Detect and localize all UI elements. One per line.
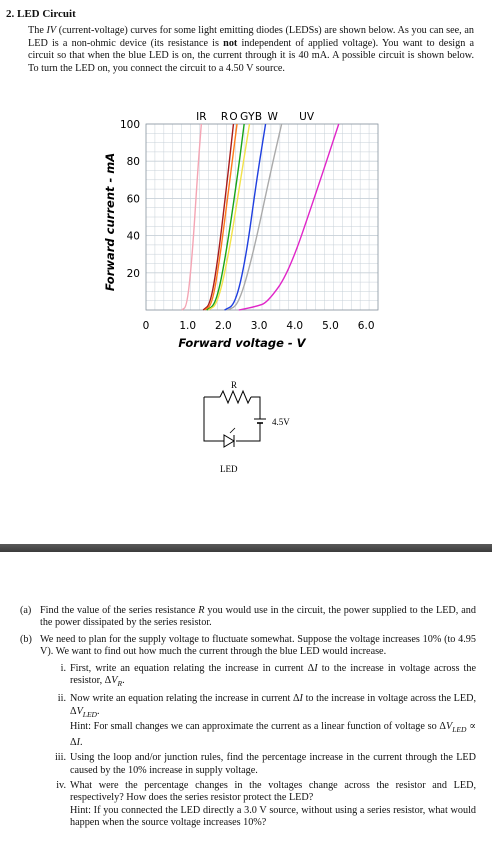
x-tick-label: 4.0	[286, 320, 303, 332]
text-run: The	[28, 25, 47, 36]
hint-text: Hint: For small changes we can approxima…	[70, 721, 476, 749]
question-list: (a) Find the value of the series resistan…	[20, 605, 476, 830]
text-run: not	[223, 37, 238, 49]
subquestion-label: i.	[60, 662, 66, 674]
text-run: First, write an equation relating the in…	[70, 662, 315, 674]
question-label: (b)	[20, 633, 32, 645]
text-run: independent of applied voltage). You wan…	[28, 37, 474, 74]
problem-title: 2. LED Circuit	[6, 8, 76, 20]
question-b: (b) We need to plan for the supply voltag…	[20, 634, 476, 659]
x-tick-label: 0	[143, 320, 150, 332]
text-run: IV	[46, 25, 57, 36]
series-line-g	[206, 123, 245, 311]
text-run: Using the loop and/or junction rules, fi…	[70, 752, 476, 776]
text-run: to the increase in voltage across the LE…	[70, 693, 477, 717]
subquestion-4: iv. What were the percentage changes in t…	[20, 780, 476, 830]
text-run: ∝ Δ	[70, 721, 476, 748]
text-run: .	[122, 675, 125, 687]
text-run: I	[299, 693, 303, 705]
page-separator	[0, 544, 492, 552]
subquestion-label: iv.	[56, 779, 66, 791]
text-run: V	[76, 705, 83, 717]
text-run: you would use in the circuit, the power …	[40, 605, 476, 629]
text-run: Find the value of the series resistance	[40, 605, 199, 616]
y-tick-label: 20	[127, 268, 140, 280]
led-label: LED	[220, 464, 238, 474]
y-tick-label: 100	[120, 119, 140, 131]
resistor-label: R	[231, 380, 237, 390]
iv-curve-chart: 20 40 60 80 100 0 1.0 2.0 3.0 4.0 5.0 6.0 IR R O G Y B W UV…	[103, 111, 379, 350]
text-run: to the increase in voltage across the re…	[70, 662, 477, 687]
subquestion-1: i. First, write an equation relating the …	[20, 663, 476, 691]
top-series-label: UV	[299, 111, 315, 123]
circuit-wire-top-right	[251, 396, 261, 419]
y-tick-label: 80	[127, 156, 140, 168]
led-arrow	[229, 427, 236, 434]
top-series-label: G	[240, 111, 248, 123]
text-run: Hint: For small changes we can approxima…	[70, 721, 446, 733]
x-tick-label: 6.0	[358, 320, 375, 332]
led-symbol	[223, 434, 235, 448]
question-label: (a)	[20, 605, 32, 616]
y-axis-label: Forward current - mA	[103, 153, 117, 291]
text-run: LED	[82, 709, 97, 719]
text-run: I	[76, 736, 80, 748]
x-tick-label: 1.0	[179, 320, 196, 332]
source-label: 4.5V	[272, 417, 290, 427]
series-line-b	[224, 123, 267, 311]
question-a: (a) Find the value of the series resistan…	[20, 605, 476, 630]
series-line-uv	[238, 123, 340, 311]
subquestion-3: iii. Using the loop and/or junction rules…	[20, 752, 476, 777]
subquestion-label: iii.	[54, 752, 66, 764]
text-run: .	[96, 705, 100, 717]
top-series-label: B	[255, 111, 262, 123]
resistor-zigzag	[219, 389, 252, 405]
hint-text: Hint: If you connected the LED directly …	[70, 805, 476, 830]
top-series-label: O	[229, 111, 237, 123]
text-run: We need to plan for the supply voltage t…	[40, 633, 476, 658]
x-axis-label: Forward voltage - V	[178, 336, 306, 350]
text-run: V	[445, 721, 453, 733]
circuit-wire-left	[203, 397, 224, 442]
y-tick-label: 60	[127, 193, 140, 205]
text-run: I	[314, 662, 318, 674]
top-series-label: R	[221, 111, 228, 123]
series-line-r	[202, 123, 235, 311]
text-run: Now write an equation relating the incre…	[70, 693, 300, 705]
text-run: (current-voltage) curves for some light …	[28, 25, 474, 49]
top-series-label: W	[268, 111, 279, 123]
text-run: V	[111, 675, 118, 687]
x-tick-label: 2.0	[215, 320, 232, 332]
text-run: Hint: If you connected the LED directly …	[70, 804, 476, 829]
text-run: R	[117, 679, 123, 689]
circuit-wire-bottom-right	[236, 423, 261, 442]
top-series-label: Y	[247, 111, 255, 123]
problem-intro: The IV (current-voltage) curves for some…	[28, 25, 474, 75]
text-run: .	[79, 736, 83, 748]
subquestion-label: ii.	[57, 693, 66, 705]
y-tick-label: 40	[127, 231, 140, 243]
series-line-ir	[181, 123, 203, 311]
subquestion-2: ii. Now write an equation relating the in…	[20, 693, 476, 749]
plot-frame	[145, 123, 379, 311]
text-run: LED	[452, 725, 467, 735]
text-run: What were the percentage changes in the …	[70, 779, 476, 804]
questions-block: (a) Find the value of the series resistan…	[20, 605, 476, 833]
series-line-y	[208, 123, 251, 311]
top-series-label: IR	[196, 111, 206, 123]
series-line-o	[204, 123, 238, 311]
x-tick-label: 5.0	[322, 320, 339, 332]
circuit-diagram: R 4.5V LED	[203, 380, 290, 474]
x-tick-label: 3.0	[251, 320, 268, 332]
series-line-w	[227, 123, 283, 311]
text-run: R	[198, 605, 205, 616]
